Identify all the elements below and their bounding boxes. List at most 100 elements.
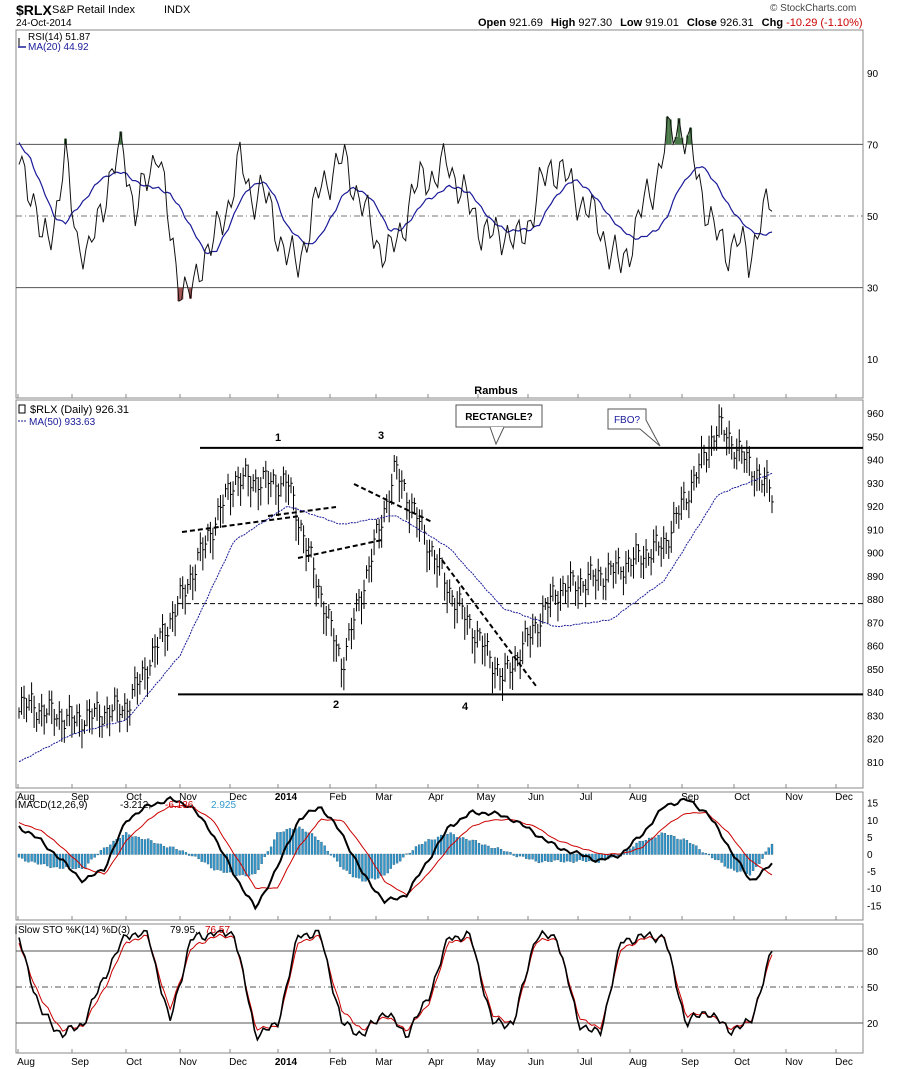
macd-histogram-bar bbox=[676, 838, 679, 855]
chg-label: Chg bbox=[761, 17, 784, 29]
macd-histogram-bar bbox=[295, 828, 298, 855]
fbo-callout-box bbox=[607, 408, 647, 430]
macd-histogram-bar bbox=[194, 853, 197, 857]
macd-histogram-bar bbox=[71, 853, 74, 870]
macd-histogram-bar bbox=[339, 853, 342, 867]
macd-histogram-bar bbox=[257, 853, 260, 871]
macd-histogram-bar bbox=[27, 853, 30, 863]
macd-histogram-bar bbox=[490, 848, 493, 855]
sto-d-value: 76.57 bbox=[205, 925, 230, 936]
macd-tick-label: 15 bbox=[867, 799, 879, 810]
macd-histogram-bar bbox=[93, 853, 96, 858]
macd-histogram-bar bbox=[544, 853, 547, 861]
price-tick-label: 880 bbox=[867, 595, 884, 606]
macd-histogram-bar bbox=[153, 843, 156, 855]
macd-histogram-bar bbox=[247, 853, 251, 877]
price-month-label: May bbox=[477, 792, 496, 803]
chg-value: -10.29 (-1.10%) bbox=[786, 17, 863, 29]
close-label: Close bbox=[686, 17, 717, 29]
macd-histogram-bar bbox=[380, 853, 383, 876]
macd-histogram-bar bbox=[550, 853, 553, 863]
macd-histogram-bar bbox=[389, 853, 392, 869]
macd-histogram-bar bbox=[755, 853, 758, 867]
macd-histogram-bar bbox=[24, 853, 27, 862]
macd-histogram-bar bbox=[323, 845, 326, 855]
macd-histogram-bar bbox=[767, 847, 770, 855]
macd-histogram-bar bbox=[666, 835, 670, 855]
macd-histogram-bar bbox=[263, 853, 266, 857]
macd-histogram-bar bbox=[65, 853, 68, 867]
price-tick-label: 820 bbox=[867, 735, 884, 746]
watermark-label: Rambus bbox=[474, 385, 517, 397]
price-month-label: Dec bbox=[835, 792, 853, 803]
macd-histogram-bar bbox=[654, 837, 657, 855]
macd-histogram-bar bbox=[345, 853, 348, 871]
sto-month-label: Jul bbox=[580, 1057, 593, 1068]
sto-month-label: Dec bbox=[835, 1057, 853, 1068]
price-tick-label: 840 bbox=[867, 688, 884, 699]
macd-histogram-bar bbox=[458, 837, 462, 855]
trend-line bbox=[181, 515, 301, 533]
macd-histogram-bar bbox=[310, 833, 314, 855]
macd-histogram-bar bbox=[688, 843, 692, 855]
price-tick-label: 830 bbox=[867, 711, 884, 722]
macd-histogram-bar bbox=[156, 843, 159, 855]
price-legend-swatch bbox=[18, 404, 26, 414]
macd-histogram-bar bbox=[225, 853, 229, 873]
ohlc-readout: Open 921.69 High 927.30 Low 919.01 Close… bbox=[478, 17, 863, 29]
rsi-line bbox=[18, 115, 773, 302]
macd-histogram-bar bbox=[106, 847, 109, 855]
rectangle-callout-label: RECTANGLE? bbox=[465, 412, 533, 423]
macd-signal-line bbox=[18, 804, 773, 896]
macd-histogram-bar bbox=[704, 853, 707, 855]
macd-histogram-bar bbox=[392, 853, 396, 865]
macd-histogram-bar bbox=[17, 853, 21, 858]
low-label: Low bbox=[620, 17, 643, 29]
price-panel: 960 950 940 930 920 910 900 890 880 870 860 850 840 8… bbox=[15, 399, 884, 803]
macd-histogram-bar bbox=[446, 833, 449, 855]
macd-histogram-bar bbox=[556, 853, 559, 861]
macd-histogram-bar bbox=[553, 853, 556, 861]
macd-histogram-bar bbox=[692, 844, 695, 855]
macd-value: -3.212, bbox=[120, 800, 151, 811]
macd-hist-value: 2.925 bbox=[211, 800, 236, 811]
macd-histogram-bar bbox=[304, 831, 307, 855]
macd-histogram-bar bbox=[332, 853, 336, 858]
macd-histogram-bar bbox=[187, 853, 191, 856]
macd-histogram-bar bbox=[367, 853, 370, 880]
macd-histogram-bar bbox=[455, 837, 459, 855]
macd-histogram-bar bbox=[162, 846, 166, 855]
macd-histogram-bar bbox=[80, 853, 84, 869]
macd-histogram-bar bbox=[468, 840, 471, 855]
exchange: INDX bbox=[164, 4, 191, 16]
macd-histogram-bar bbox=[660, 832, 663, 855]
macd-histogram-bar bbox=[266, 851, 270, 855]
macd-histogram-bar bbox=[462, 837, 465, 855]
price-month-label: Nov bbox=[179, 792, 197, 803]
macd-histogram-bar bbox=[402, 853, 405, 858]
sto-month-label: Jun bbox=[528, 1057, 544, 1068]
macd-histogram-bar bbox=[717, 853, 720, 861]
macd-legend-prefix: MACD(12,26,9) bbox=[18, 800, 87, 811]
macd-histogram-bar bbox=[465, 838, 468, 855]
macd-histogram-bar bbox=[90, 853, 93, 860]
rsi-tick-label: 50 bbox=[867, 212, 879, 223]
price-month-label: Oct bbox=[734, 792, 750, 803]
fbo-callout-label: FBO? bbox=[614, 415, 641, 426]
price-month-label: Dec bbox=[229, 792, 247, 803]
macd-histogram-bar bbox=[235, 853, 238, 877]
macd-histogram-bar bbox=[131, 836, 134, 855]
macd-histogram-bar bbox=[663, 833, 667, 855]
high-value: 927.30 bbox=[578, 17, 613, 29]
price-tick-label: 810 bbox=[867, 758, 884, 769]
price-tick-label: 900 bbox=[867, 549, 884, 560]
macd-histogram-bar bbox=[701, 852, 704, 855]
macd-histogram-bar bbox=[241, 853, 244, 875]
macd-histogram-bar bbox=[143, 839, 147, 855]
macd-histogram-bar bbox=[512, 853, 515, 856]
sto-month-label: Aug bbox=[629, 1057, 647, 1068]
macd-histogram-bar bbox=[509, 852, 512, 855]
macd-histogram-bar bbox=[733, 853, 736, 871]
macd-histogram-bar bbox=[386, 853, 389, 874]
